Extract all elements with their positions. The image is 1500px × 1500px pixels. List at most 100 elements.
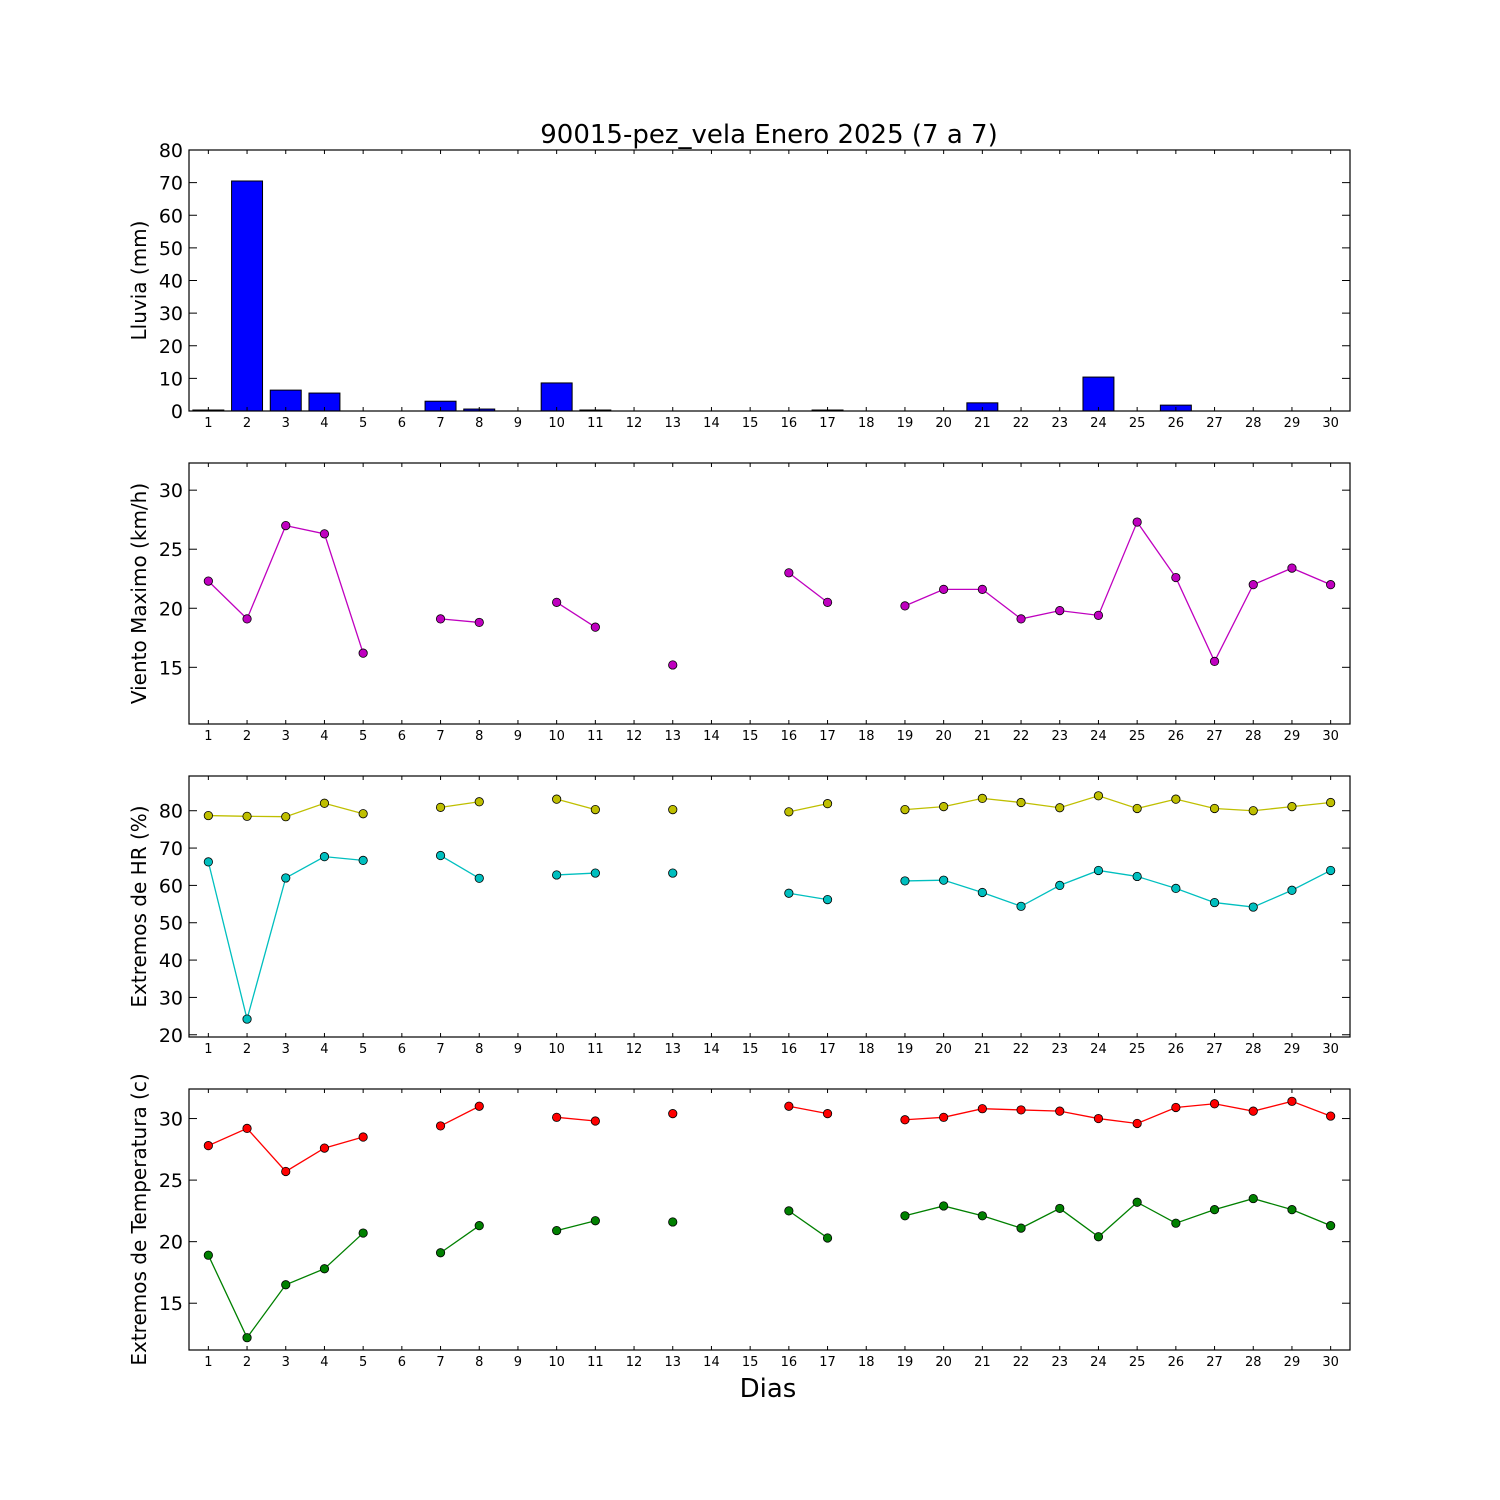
x-tick-label: 4 [320, 1042, 328, 1057]
series-1-point-day-20 [939, 1112, 949, 1122]
x-tick-label: 5 [359, 1355, 367, 1370]
x-tick-label: 4 [320, 416, 328, 431]
y-tick-label: 80 [159, 801, 183, 823]
series-2-point-day-3 [281, 873, 291, 883]
x-tick-label: 8 [475, 1355, 483, 1370]
x-tick-label: 22 [1013, 416, 1030, 431]
x-tick-label: 2 [243, 1042, 251, 1057]
x-tick-label: 3 [282, 416, 290, 431]
series-1-point-day-17 [822, 1109, 833, 1119]
x-tick-label: 18 [858, 1042, 875, 1057]
series-2-point-day-7 [435, 1248, 446, 1258]
series-2-point-day-21 [977, 1211, 987, 1221]
x-tick-label: 30 [1322, 729, 1339, 744]
x-tick-label: 10 [548, 416, 565, 431]
series-1-point-day-2 [242, 1123, 252, 1133]
x-tick-label: 22 [1013, 729, 1030, 744]
series-1-point-day-24 [1093, 1113, 1104, 1124]
series-1-point-day-3 [281, 520, 291, 531]
y-tick-label: 40 [159, 950, 183, 972]
series-2-line [788, 1210, 828, 1239]
x-tick-label: 21 [974, 1355, 991, 1370]
y-tick-label: 50 [159, 238, 183, 260]
series-1-line [788, 1105, 828, 1115]
x-tick-label: 12 [626, 416, 643, 431]
x-tick-label: 17 [819, 416, 836, 431]
series-2-point-day-28 [1248, 902, 1258, 912]
x-tick-label: 13 [664, 416, 681, 431]
series-1-line [556, 798, 596, 811]
x-tick-label: 14 [703, 1355, 720, 1370]
y-tick-label: 40 [159, 271, 183, 293]
y-axis-label: Lluvia (mm) [127, 221, 151, 341]
x-tick-label: 19 [897, 729, 914, 744]
x-tick-label: 17 [819, 1355, 836, 1370]
x-tick-label: 14 [703, 729, 720, 744]
y-tick-label: 80 [159, 140, 183, 162]
x-tick-label: 22 [1013, 1355, 1030, 1370]
bar-day-10 [540, 382, 573, 412]
x-tick-label: 12 [626, 1355, 643, 1370]
x-tick-label: 9 [514, 729, 522, 744]
x-tick-label: 8 [475, 1042, 483, 1057]
series-2-point-day-13 [668, 1217, 678, 1227]
x-tick-label: 7 [436, 729, 444, 744]
series-1-line [440, 801, 480, 809]
y-tick-label: 70 [159, 173, 183, 195]
y-tick-label: 70 [159, 838, 183, 860]
y-tick-label: 10 [159, 368, 183, 390]
x-tick-label: 24 [1090, 729, 1107, 744]
y-tick-label: 25 [159, 1170, 183, 1192]
series-1-point-day-11 [590, 1116, 600, 1126]
series-2-point-day-13 [668, 868, 678, 878]
x-tick-label: 16 [781, 1042, 798, 1057]
x-tick-label: 13 [664, 1355, 681, 1370]
series-1-point-day-27 [1209, 1099, 1220, 1109]
x-tick-label: 10 [548, 1042, 565, 1057]
series-1-point-day-8 [474, 797, 484, 807]
y-tick-label: 0 [171, 401, 183, 423]
series-1-point-day-29 [1287, 563, 1297, 573]
series-1-point-day-26 [1171, 1102, 1181, 1113]
series-1-line [207, 524, 364, 654]
x-tick-label: 1 [204, 729, 212, 744]
y-tick-label: 30 [159, 987, 183, 1009]
x-tick-label: 22 [1013, 1042, 1030, 1057]
x-tick-label: 8 [475, 729, 483, 744]
series-1-point-day-21 [977, 1104, 987, 1114]
y-tick-label: 50 [159, 913, 183, 935]
x-tick-label: 6 [398, 416, 406, 431]
x-tick-label: 6 [398, 1355, 406, 1370]
x-tick-label: 11 [587, 416, 604, 431]
x-tick-label: 25 [1129, 1042, 1146, 1057]
x-tick-label: 6 [398, 729, 406, 744]
y-tick-label: 60 [159, 205, 183, 227]
series-2-point-day-1 [203, 1250, 213, 1260]
series-1-point-day-16 [784, 1101, 794, 1111]
x-tick-label: 18 [858, 729, 875, 744]
x-tick-label: 8 [475, 416, 483, 431]
x-tick-label: 20 [935, 729, 952, 744]
series-2-point-day-7 [435, 850, 446, 861]
series-2-point-day-8 [474, 1221, 484, 1231]
series-2-point-day-10 [552, 1225, 562, 1236]
series-1-point-day-30 [1326, 580, 1336, 590]
series-1-point-day-23 [1055, 803, 1065, 813]
series-1-point-day-4 [319, 798, 330, 808]
x-tick-label: 28 [1245, 729, 1262, 744]
x-tick-label: 11 [587, 1355, 604, 1370]
series-1-line [208, 1127, 364, 1173]
series-2-point-day-25 [1132, 1197, 1142, 1207]
y-tick-label: 60 [159, 875, 183, 897]
series-1-point-day-5 [358, 648, 368, 658]
series-2-point-day-4 [319, 1264, 330, 1274]
series-1-point-day-25 [1132, 1118, 1142, 1129]
series-1-point-day-29 [1287, 1096, 1297, 1106]
x-tick-label: 4 [320, 1355, 328, 1370]
x-tick-label: 12 [626, 1042, 643, 1057]
y-tick-label: 25 [159, 539, 183, 561]
x-tick-label: 7 [436, 1042, 444, 1057]
x-tick-label: 23 [1051, 1355, 1068, 1370]
axes-frame [188, 149, 1351, 412]
